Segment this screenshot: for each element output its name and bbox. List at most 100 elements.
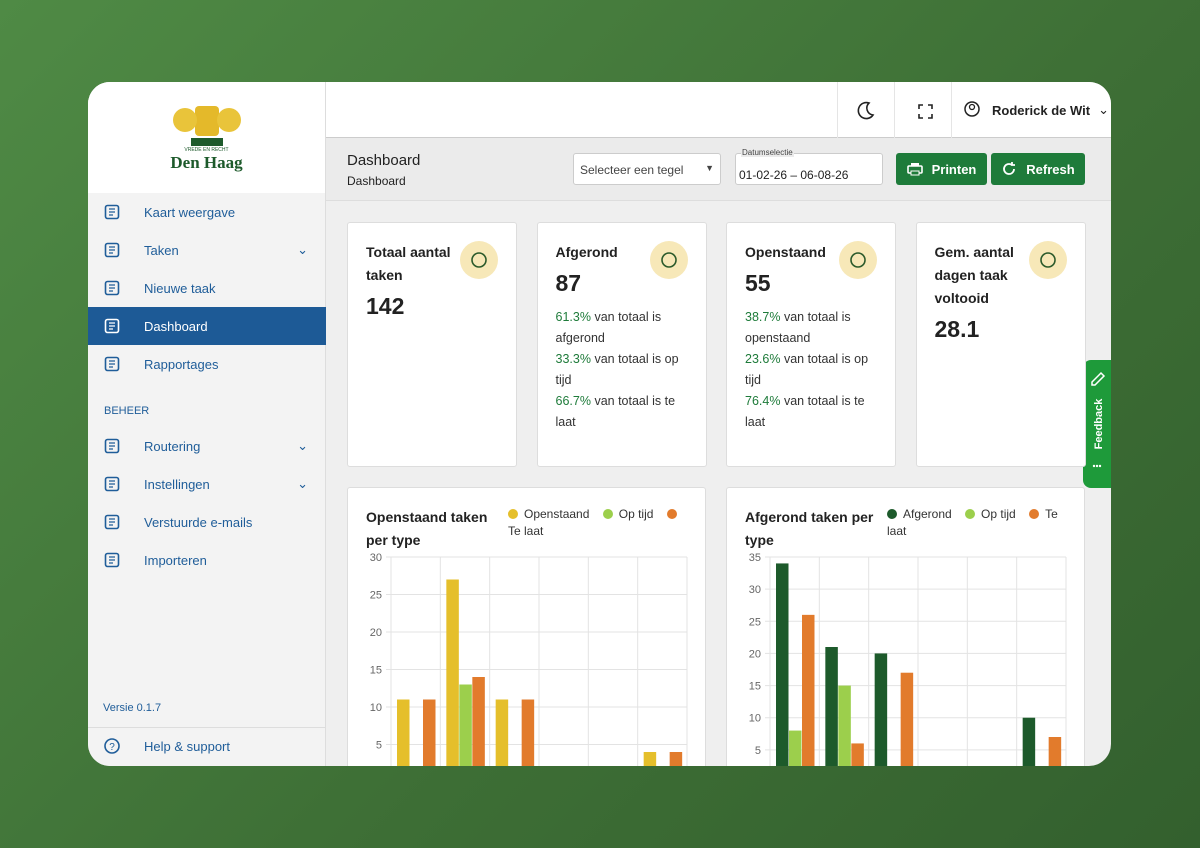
icon-shape xyxy=(109,556,115,564)
feedback-tab[interactable]: Feedback xyxy=(1083,360,1111,488)
legend-swatch xyxy=(602,509,613,519)
print-button[interactable]: Printen xyxy=(896,153,987,185)
legend-swatch xyxy=(666,509,677,519)
bar xyxy=(472,677,485,766)
y-tick-label: 25 xyxy=(749,616,761,628)
bar xyxy=(1022,717,1036,766)
bar xyxy=(397,699,410,766)
kpi-body: 28.1 xyxy=(935,310,980,343)
icon-shape xyxy=(850,252,866,268)
bar xyxy=(423,699,436,766)
icon xyxy=(850,252,866,268)
nav-icon xyxy=(104,476,120,492)
legend-label: Te laat xyxy=(887,507,1058,538)
y-tick-label: 10 xyxy=(749,713,761,725)
icon-shape xyxy=(104,204,120,220)
motto-word: VREDE xyxy=(184,147,202,153)
nav-item[interactable]: Routering ⌄ xyxy=(88,427,326,465)
bar xyxy=(825,647,838,766)
bar xyxy=(446,579,459,766)
legend-item: Te laat xyxy=(887,507,1058,538)
y-tick-label: 5 xyxy=(755,745,761,757)
fullscreen[interactable] xyxy=(894,82,951,138)
date-label: Datumselectie xyxy=(741,148,794,157)
legend-item: Afgerond xyxy=(887,507,952,521)
icon-shape xyxy=(104,438,120,454)
y-tick-label: 20 xyxy=(749,648,761,660)
kpi-detail: 76.4% van totaal is te laat xyxy=(745,391,870,433)
kpi-pct: 38.7% xyxy=(745,310,781,324)
y-tick-label: 20 xyxy=(370,627,382,639)
nav-item[interactable]: Verstuurde e-mails xyxy=(88,503,326,541)
legend-swatch xyxy=(508,509,518,519)
kpi-card: Openstaand 55 38.7% van totaal is openstaa… xyxy=(726,222,896,467)
icon-shape xyxy=(471,252,487,268)
nav-item[interactable]: Kaart weergave xyxy=(88,193,326,231)
nav-item[interactable]: Dashboard xyxy=(88,307,326,345)
refresh-button[interactable]: Refresh xyxy=(991,153,1085,185)
kpi-title: Totaal aantal taken xyxy=(366,244,451,283)
icon xyxy=(471,252,487,268)
nav-item[interactable]: Nieuwe taak xyxy=(88,269,326,307)
brand: Den Haag xyxy=(170,153,243,172)
page-bar: Dashboard Dashboard Selecteer een tegel ▼… xyxy=(326,138,1111,201)
kpi-title: Gem. aantal dagen taak voltooid xyxy=(934,244,1014,306)
refresh-label: Refresh xyxy=(1026,161,1075,177)
kpi-detail: 38.7% van totaal is openstaand xyxy=(745,307,870,349)
date-field[interactable]: Datumselectie 01-02-26 – 06-08-26 xyxy=(735,148,883,185)
chevron: ⌄ xyxy=(297,476,308,491)
kpi-text: van totaal is openstaand xyxy=(745,310,851,345)
legend: Afgerond Op tijd Te laat xyxy=(887,506,1067,540)
bar xyxy=(851,743,864,766)
y-tick-label: 10 xyxy=(370,702,382,714)
kpi-text: van totaal is op tijd xyxy=(555,352,679,387)
tile-select[interactable]: Selecteer een tegel ▼ xyxy=(573,153,721,185)
legend-item: Te laat xyxy=(508,507,683,538)
kpi-title: Afgerond xyxy=(555,244,618,260)
icon xyxy=(660,252,677,268)
user-menu[interactable]: Roderick de Wit ⌄ xyxy=(951,82,1111,138)
bar xyxy=(874,653,888,766)
nav-item[interactable]: Taken ⌄ xyxy=(88,231,326,269)
kpi-detail: 23.6% van totaal is op tijd xyxy=(745,349,870,391)
y-tick-label: 30 xyxy=(749,584,761,596)
nav-icon xyxy=(104,280,120,296)
tile-select-label: Selecteer een tegel xyxy=(580,163,684,177)
legend-item: Op tijd xyxy=(602,507,653,521)
icon-shape xyxy=(104,476,120,492)
bar xyxy=(838,685,851,766)
icon-shape xyxy=(1039,252,1056,268)
icon-shape xyxy=(109,480,115,488)
icon-shape xyxy=(109,284,115,292)
bar xyxy=(643,752,657,766)
nav-item[interactable]: Instellingen ⌄ xyxy=(88,465,326,503)
kpi-pct: 23.6% xyxy=(745,352,781,366)
bar xyxy=(1048,737,1062,766)
nav-icon xyxy=(104,438,120,454)
bar xyxy=(521,699,535,766)
nav-item[interactable]: Rapportages xyxy=(88,345,326,383)
nav-label: Nieuwe taak xyxy=(144,280,216,296)
nav-label: Rapportages xyxy=(144,356,219,372)
feedback-label: Feedback xyxy=(1093,398,1105,450)
nav-label: Importeren xyxy=(144,552,207,568)
nav-label: Dashboard xyxy=(144,318,208,334)
y-tick-label: 5 xyxy=(376,740,382,752)
chart-title: Afgerond taken per type xyxy=(745,509,874,548)
legend-label: Te laat xyxy=(508,524,544,538)
chevron: ⌄ xyxy=(297,438,308,453)
motto: VREDE EN RECHT xyxy=(88,147,325,153)
nav-item[interactable]: Importeren xyxy=(88,541,326,579)
theme-toggle[interactable] xyxy=(837,82,894,138)
kpi-text: van totaal is te laat xyxy=(745,394,865,429)
help-label: Help & support xyxy=(144,738,230,754)
svg-text:?: ? xyxy=(109,742,115,753)
print-label: Printen xyxy=(931,161,977,177)
nav-icon xyxy=(104,356,120,372)
bar xyxy=(776,563,789,766)
kpi-card: Afgerond 87 61.3% van totaal is afgerond 33… xyxy=(536,222,707,467)
help[interactable]: ? Help & support xyxy=(88,727,326,765)
window: VREDE EN RECHT Den Haag BEHEER Versie 0.… xyxy=(88,82,1111,766)
kpi-detail: 61.3% van totaal is afgerond xyxy=(556,307,681,349)
